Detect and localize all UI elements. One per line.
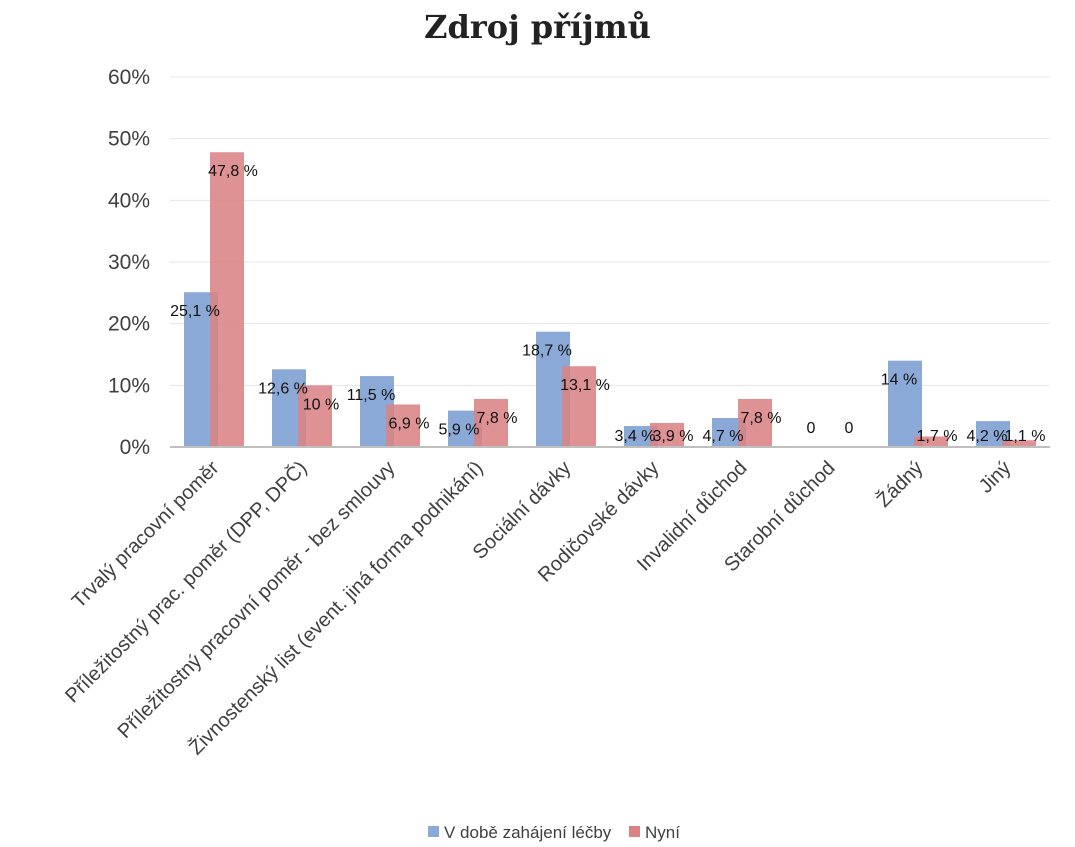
y-tick-label: 40% <box>108 189 150 212</box>
data-label-start: 12,6 % <box>258 380 308 397</box>
legend-swatch-start <box>428 826 439 837</box>
x-category-label: Jiný <box>975 457 1016 498</box>
data-label-start: 4,2 % <box>967 428 1008 445</box>
bar-now <box>562 366 596 447</box>
bar-now <box>650 422 684 447</box>
x-category-label: Živnostenský list (event. jiná forma pod… <box>184 456 487 759</box>
bar-start <box>888 360 922 447</box>
data-label-start: 4,7 % <box>703 428 744 445</box>
data-label-now: 47,8 % <box>208 163 258 180</box>
legend-swatch-now <box>629 826 640 837</box>
y-tick-label: 50% <box>108 128 150 151</box>
data-label-now: 6,9 % <box>389 415 430 432</box>
data-label-now: 1,1 % <box>1005 428 1046 445</box>
data-label-now: 0 <box>845 420 854 437</box>
chart-title: Zdroj příjmů <box>424 8 651 46</box>
data-label-start: 0 <box>807 420 816 437</box>
y-tick-label: 20% <box>108 313 150 336</box>
y-tick-label: 30% <box>108 251 150 274</box>
bar-now <box>914 436 948 447</box>
y-tick-label: 60% <box>108 66 150 89</box>
legend-label-start: V době zahájení léčby <box>444 823 612 842</box>
bar-start <box>624 426 658 447</box>
data-label-start: 11,5 % <box>347 387 396 404</box>
data-label-start: 14 % <box>881 372 917 389</box>
data-label-start: 5,9 % <box>439 422 480 439</box>
x-category-label: Trvalý pracovní poměr <box>68 457 224 613</box>
y-tick-label: 0% <box>120 436 150 459</box>
bar-now <box>210 152 244 447</box>
bar-now <box>298 385 332 447</box>
bar-now <box>1002 440 1036 447</box>
data-label-now: 1,7 % <box>917 428 958 445</box>
legend-label-now: Nyní <box>645 823 680 842</box>
data-label-now: 10 % <box>303 396 339 413</box>
data-label-now: 3,9 % <box>653 428 694 445</box>
data-label-now: 7,8 % <box>741 410 782 427</box>
data-label-start: 25,1 % <box>170 303 220 320</box>
bar-now <box>474 398 508 447</box>
data-label-start: 18,7 % <box>522 343 572 360</box>
bar-now <box>386 404 420 447</box>
bar-now <box>738 398 772 447</box>
data-label-start: 3,4 % <box>615 428 656 445</box>
data-label-now: 7,8 % <box>477 410 518 427</box>
y-tick-label: 10% <box>108 374 150 397</box>
data-label-now: 13,1 % <box>560 377 610 394</box>
x-category-label: Žádný <box>872 456 928 512</box>
